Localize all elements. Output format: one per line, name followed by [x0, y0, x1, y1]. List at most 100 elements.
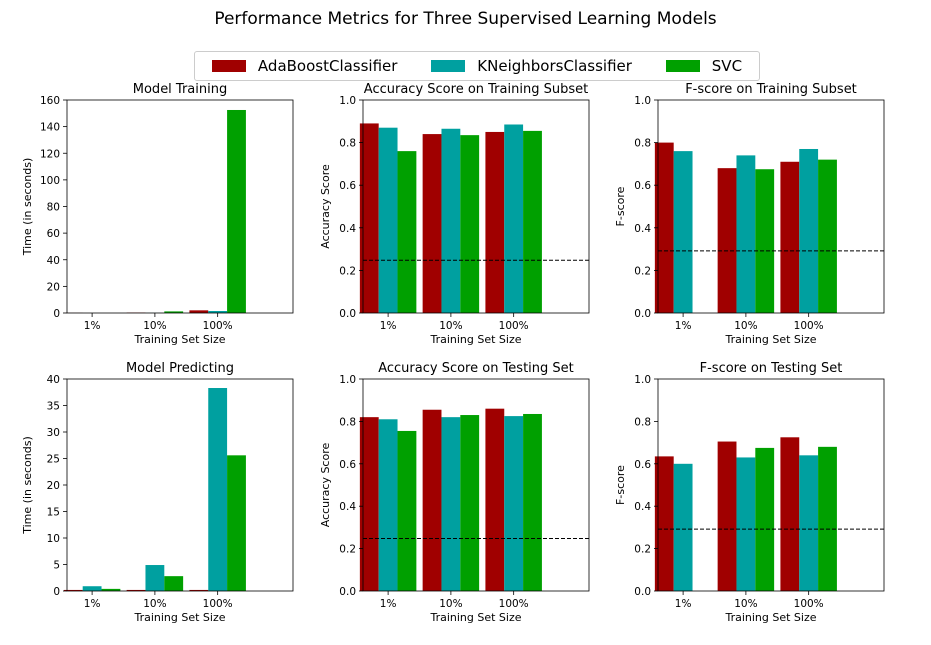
legend-item-svc: SVC	[665, 57, 743, 75]
bar-kneighborsclassifier-1	[673, 151, 693, 313]
bar-kneighborsclassifier-10	[736, 457, 756, 591]
y-tick-label: 0.2	[634, 544, 651, 556]
bar-kneighborsclassifier-100	[504, 416, 524, 591]
legend-label-svc: SVC	[711, 57, 743, 75]
y-tick-label: 10	[47, 533, 60, 545]
x-tick-label: 1%	[675, 320, 692, 332]
y-tick-label: 0.8	[339, 138, 356, 150]
y-tick-label: 0.6	[339, 180, 356, 192]
y-tick-label: 0.0	[339, 586, 356, 598]
x-tick-label: 1%	[84, 320, 101, 332]
bar-svc-10	[460, 135, 480, 313]
y-tick-label: 0.2	[339, 265, 356, 277]
bar-kneighborsclassifier-100	[208, 388, 228, 591]
chart-f-score-on-testing-set: 0.0 0.2 0.4 0.6 0.8 1.0 1% 10% 100% F-score on Te…	[614, 361, 885, 624]
bar-adaboostclassifier-10	[717, 441, 737, 591]
bar-kneighborsclassifier-10	[441, 417, 461, 591]
bar-adaboostclassifier-1	[63, 589, 83, 591]
y-tick-label: 0.8	[634, 416, 651, 428]
y-tick-label: 0.4	[339, 223, 356, 235]
y-tick-label: 140	[40, 122, 60, 134]
y-axis-label: Accuracy Score	[319, 443, 332, 528]
bar-kneighborsclassifier-1	[673, 463, 693, 591]
bar-adaboostclassifier-100	[485, 408, 505, 591]
bar-svc-10	[755, 447, 775, 591]
x-tick-label: 1%	[380, 598, 397, 610]
y-tick-label: 0.8	[634, 138, 651, 150]
x-tick-label: 100%	[499, 598, 529, 610]
y-axis-label: F-score	[614, 186, 627, 226]
y-tick-label: 0.4	[634, 223, 651, 235]
x-axis-label: Training Set Size	[133, 333, 225, 346]
y-tick-label: 1.0	[339, 374, 356, 386]
y-tick-label: 1.0	[339, 95, 356, 107]
bar-adaboostclassifier-1	[654, 142, 674, 313]
plot-frame	[657, 378, 885, 592]
y-axis-label: F-score	[614, 465, 627, 505]
bar-adaboostclassifier-1	[654, 456, 674, 591]
y-tick-label: 20	[47, 281, 60, 293]
x-axis-label: Training Set Size	[429, 333, 521, 346]
bar-svc-100	[818, 159, 837, 313]
bar-svc-10	[460, 415, 480, 591]
chart-accuracy-score-on-training-subset: 0.0 0.2 0.4 0.6 0.8 1.0 1% 10% 100% Accuracy Scor…	[319, 82, 590, 346]
x-axis-label: Training Set Size	[133, 611, 225, 624]
x-tick-label: 1%	[380, 320, 397, 332]
bar-svc-100	[523, 413, 542, 591]
y-tick-label: 160	[40, 95, 60, 107]
y-tick-label: 0.2	[634, 265, 651, 277]
y-tick-label: 0.6	[634, 459, 651, 471]
legend-swatch-svc	[665, 60, 700, 72]
bar-kneighborsclassifier-10	[736, 155, 756, 313]
bar-adaboostclassifier-1	[359, 123, 379, 314]
y-tick-label: 0.0	[634, 308, 651, 320]
chart-title: F-score on Training Subset	[685, 82, 857, 97]
chart-accuracy-score-on-testing-set: 0.0 0.2 0.4 0.6 0.8 1.0 1% 10% 100% Accuracy Scor…	[319, 361, 590, 624]
x-axis-label: Training Set Size	[724, 611, 816, 624]
bar-kneighborsclassifier-100	[799, 148, 819, 313]
y-tick-label: 1.0	[634, 374, 651, 386]
chart-model-predicting: 0 5 10 15 20 25 30 35 40 1% 10% 100% Model Predictin…	[21, 361, 294, 624]
plot-frame	[362, 99, 590, 314]
bar-svc-100	[818, 446, 837, 591]
y-tick-label: 100	[40, 175, 60, 187]
chart-title: Model Training	[133, 82, 227, 97]
chart-title: Accuracy Score on Training Subset	[364, 82, 588, 97]
y-tick-label: 0	[53, 586, 60, 598]
x-tick-label: 10%	[439, 598, 462, 610]
y-tick-label: 0.0	[339, 308, 356, 320]
bar-kneighborsclassifier-100	[799, 455, 819, 591]
chart-title: F-score on Testing Set	[700, 361, 843, 376]
bar-svc-1	[397, 430, 417, 591]
bar-svc-10	[164, 576, 184, 591]
bar-kneighborsclassifier-1	[378, 127, 398, 313]
bar-svc-100	[227, 109, 246, 313]
y-tick-label: 20	[47, 480, 60, 492]
bar-adaboostclassifier-100	[485, 131, 505, 313]
y-tick-label: 35	[47, 401, 60, 413]
y-tick-label: 1.0	[634, 95, 651, 107]
bar-adaboostclassifier-10	[126, 589, 146, 591]
y-tick-label: 0.6	[634, 180, 651, 192]
y-tick-label: 0.2	[339, 544, 356, 556]
y-axis-label: Time (in seconds)	[21, 436, 34, 535]
bar-svc-1	[101, 588, 121, 591]
bar-adaboostclassifier-100	[780, 437, 800, 591]
chart-title: Model Predicting	[126, 361, 234, 376]
legend-swatch-kneighbors	[431, 60, 466, 72]
plot-frame	[657, 99, 885, 314]
bar-adaboostclassifier-10	[422, 134, 442, 313]
x-tick-label: 100%	[499, 320, 529, 332]
x-tick-label: 100%	[794, 320, 824, 332]
x-axis-label: Training Set Size	[429, 611, 521, 624]
x-tick-label: 10%	[734, 320, 757, 332]
y-tick-label: 40	[47, 255, 60, 267]
legend: AdaBoostClassifier KNeighborsClassifier …	[194, 51, 760, 81]
legend-swatch-adaboost	[211, 60, 246, 72]
bar-adaboostclassifier-10	[717, 168, 737, 313]
legend-label-kneighbors: KNeighborsClassifier	[477, 57, 632, 75]
bar-kneighborsclassifier-100	[208, 311, 228, 313]
bar-kneighborsclassifier-1	[82, 586, 102, 591]
x-tick-label: 10%	[734, 598, 757, 610]
